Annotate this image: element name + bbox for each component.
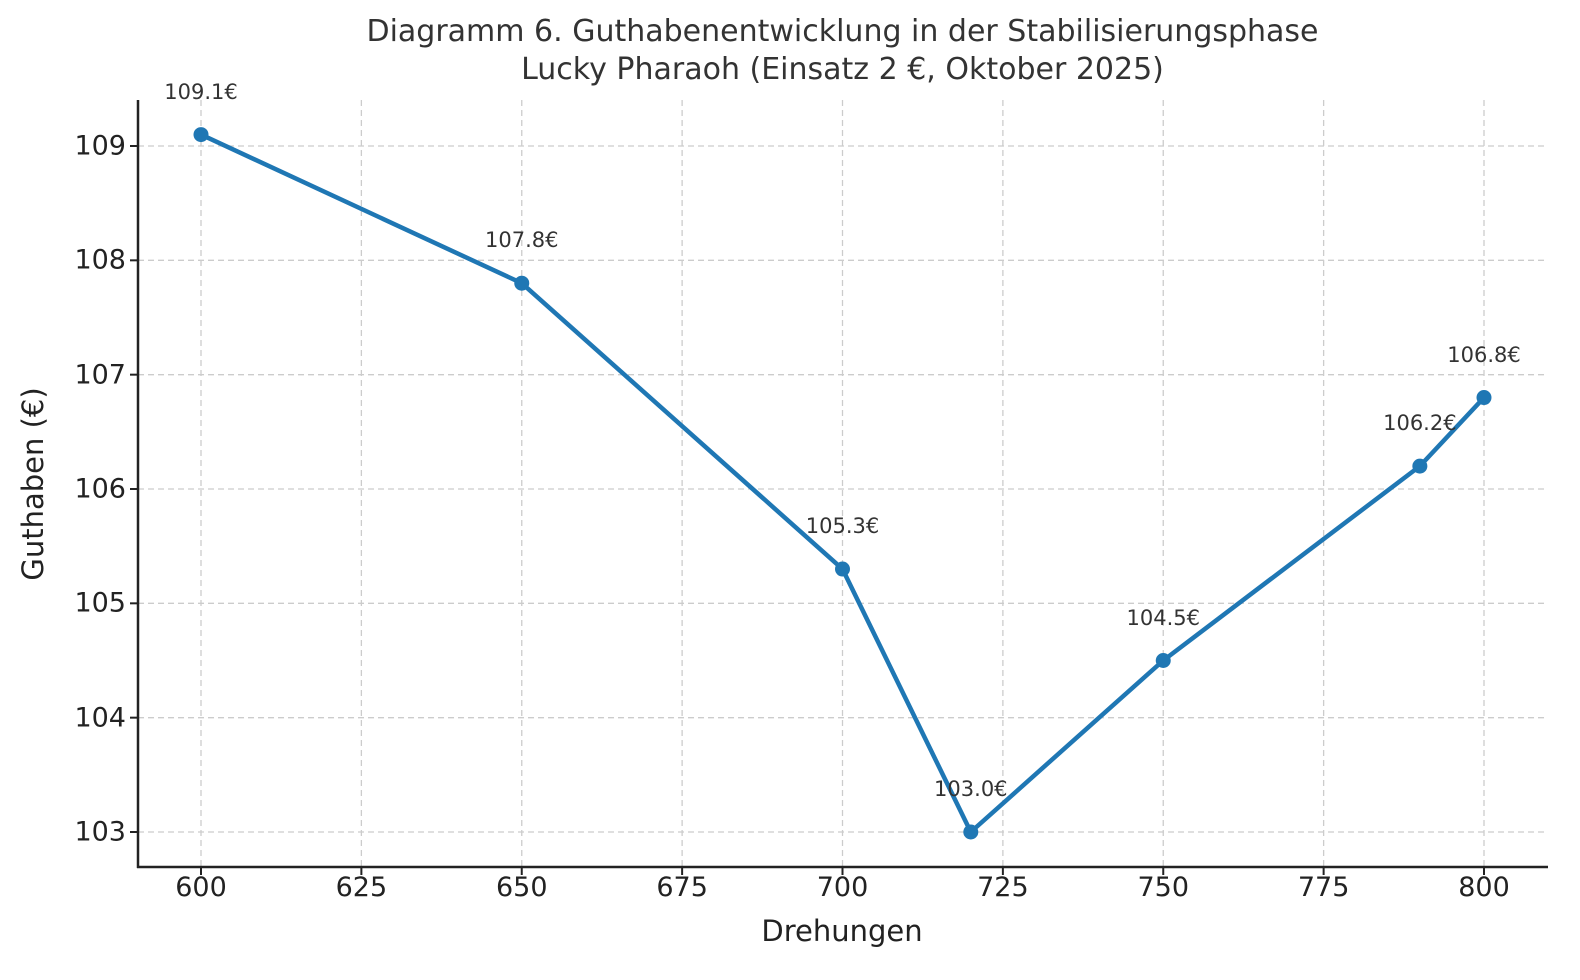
y-tick-label: 108: [74, 244, 126, 276]
x-tick-label: 800: [1458, 872, 1510, 903]
data-point-marker: [835, 561, 850, 577]
y-tick-label: 103: [74, 816, 126, 848]
data-point-label: 104.5€: [1126, 605, 1200, 630]
x-tick-label: 600: [175, 872, 227, 903]
grid-lines: [138, 100, 1548, 867]
data-point-marker: [963, 824, 979, 840]
data-point-label: 103.0€: [934, 777, 1008, 801]
x-tick-label: 675: [656, 872, 708, 903]
chart-title-line-2: Lucky Pharaoh (Einsatz 2 €, Oktober 2025…: [521, 52, 1164, 87]
data-point-marker: [514, 275, 530, 291]
data-point-label: 105.3€: [805, 514, 880, 539]
data-point-marker: [1412, 458, 1428, 474]
x-tick-label: 650: [495, 872, 548, 903]
data-point-label: 107.8€: [485, 228, 559, 253]
series-markers: [193, 127, 1492, 840]
y-tick-label: 104: [74, 702, 126, 734]
y-tick-label: 109: [74, 130, 126, 162]
data-point-label: 106.8€: [1447, 342, 1521, 367]
data-point-label: 109.1€: [164, 79, 238, 104]
y-axis-label: Guthaben (€): [16, 387, 50, 581]
x-tick-label: 725: [977, 872, 1029, 903]
x-tick-label: 625: [335, 872, 388, 903]
data-point-marker: [1476, 390, 1492, 406]
y-tick-label: 105: [74, 587, 126, 619]
data-point-marker: [1155, 653, 1171, 668]
y-tick-label: 106: [74, 473, 126, 505]
x-tick-label: 775: [1297, 872, 1350, 903]
y-tick-label: 107: [74, 359, 126, 391]
tick-marks: [130, 145, 1485, 875]
x-tick-label: 750: [1137, 872, 1190, 903]
data-point-label: 106.2€: [1383, 411, 1457, 436]
data-point-marker: [193, 127, 209, 143]
x-tick-label: 700: [816, 872, 869, 903]
chart-title-line-1: Diagramm 6. Guthabenentwicklung in der S…: [366, 14, 1319, 49]
x-axis-label: Drehungen: [761, 914, 923, 948]
